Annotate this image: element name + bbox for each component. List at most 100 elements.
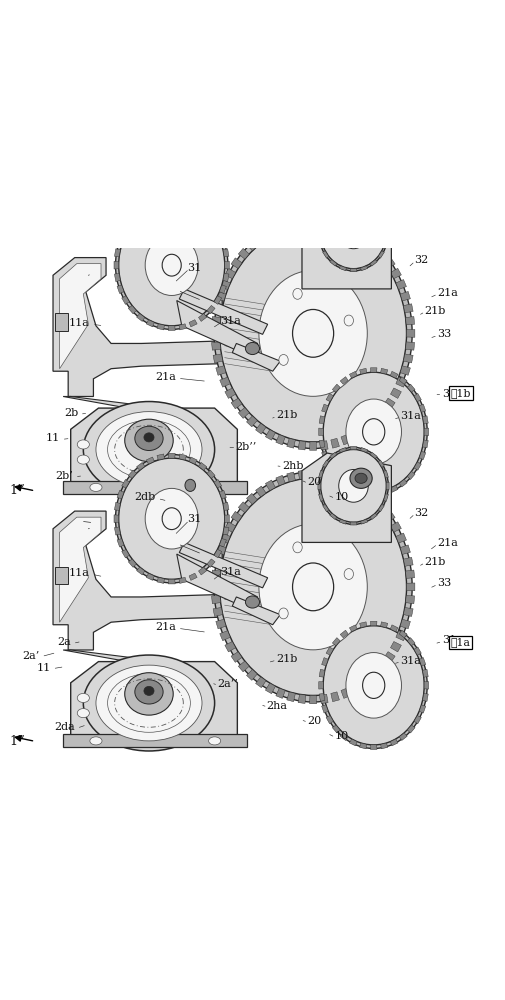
Polygon shape	[370, 621, 377, 626]
Polygon shape	[225, 261, 229, 269]
Polygon shape	[177, 554, 258, 613]
Polygon shape	[323, 251, 329, 258]
Polygon shape	[211, 583, 220, 591]
Polygon shape	[400, 619, 411, 629]
Polygon shape	[266, 683, 275, 694]
Polygon shape	[319, 470, 323, 478]
Text: 31: 31	[442, 389, 456, 399]
Polygon shape	[256, 486, 266, 497]
Polygon shape	[406, 595, 415, 604]
Polygon shape	[189, 457, 197, 464]
Polygon shape	[212, 570, 221, 578]
Polygon shape	[168, 579, 175, 584]
Polygon shape	[349, 371, 357, 378]
Polygon shape	[384, 258, 395, 269]
Polygon shape	[390, 641, 401, 652]
Polygon shape	[223, 502, 229, 510]
Polygon shape	[223, 249, 229, 257]
Polygon shape	[207, 305, 215, 314]
Polygon shape	[256, 677, 266, 688]
Polygon shape	[189, 320, 197, 327]
Polygon shape	[386, 229, 389, 236]
Polygon shape	[179, 542, 268, 588]
Polygon shape	[360, 486, 371, 497]
Polygon shape	[256, 423, 266, 434]
Polygon shape	[122, 479, 129, 488]
Polygon shape	[378, 206, 384, 214]
Polygon shape	[326, 393, 333, 402]
Ellipse shape	[339, 469, 368, 502]
Polygon shape	[339, 194, 346, 199]
Text: 21a: 21a	[437, 538, 458, 548]
Polygon shape	[63, 650, 179, 664]
Polygon shape	[298, 217, 306, 226]
Polygon shape	[339, 266, 346, 271]
Polygon shape	[360, 677, 371, 688]
Polygon shape	[390, 485, 398, 492]
Polygon shape	[390, 371, 398, 378]
Ellipse shape	[185, 479, 195, 491]
Polygon shape	[168, 200, 175, 205]
Polygon shape	[381, 489, 388, 495]
Ellipse shape	[293, 288, 302, 299]
Polygon shape	[396, 280, 407, 290]
Polygon shape	[323, 206, 329, 214]
Text: 21b: 21b	[277, 410, 298, 420]
Text: 11: 11	[36, 663, 51, 673]
Text: 1’’: 1’’	[10, 484, 25, 497]
Polygon shape	[369, 669, 380, 680]
Polygon shape	[407, 583, 415, 591]
Polygon shape	[179, 454, 186, 460]
Polygon shape	[384, 470, 388, 478]
Polygon shape	[370, 368, 377, 372]
Polygon shape	[136, 567, 145, 575]
Polygon shape	[115, 502, 120, 510]
Polygon shape	[377, 661, 388, 672]
Polygon shape	[326, 462, 333, 470]
Polygon shape	[339, 519, 346, 524]
Polygon shape	[400, 291, 411, 301]
Polygon shape	[351, 480, 361, 491]
Text: 2a: 2a	[57, 637, 71, 647]
Polygon shape	[136, 313, 145, 321]
Polygon shape	[406, 342, 415, 350]
Polygon shape	[71, 408, 237, 482]
Ellipse shape	[77, 455, 89, 464]
Polygon shape	[225, 268, 236, 279]
Polygon shape	[332, 725, 340, 733]
Polygon shape	[424, 682, 429, 689]
Ellipse shape	[135, 426, 163, 451]
Polygon shape	[310, 442, 317, 450]
Polygon shape	[168, 326, 175, 330]
Ellipse shape	[350, 468, 372, 488]
Polygon shape	[214, 226, 222, 235]
Text: 21b: 21b	[277, 654, 298, 664]
Ellipse shape	[323, 626, 424, 745]
Polygon shape	[117, 490, 124, 499]
Polygon shape	[179, 324, 186, 330]
Text: 2b’’: 2b’’	[235, 442, 256, 452]
Polygon shape	[212, 342, 221, 350]
Polygon shape	[403, 304, 413, 313]
Polygon shape	[213, 607, 223, 616]
Polygon shape	[340, 630, 348, 638]
Polygon shape	[117, 539, 124, 547]
Polygon shape	[419, 404, 426, 412]
Polygon shape	[213, 354, 223, 363]
Ellipse shape	[144, 686, 154, 695]
Polygon shape	[384, 217, 388, 224]
Polygon shape	[384, 494, 388, 501]
Polygon shape	[414, 715, 421, 724]
Polygon shape	[276, 688, 285, 698]
Polygon shape	[117, 237, 124, 245]
Text: 11: 11	[45, 433, 60, 443]
Polygon shape	[189, 573, 197, 580]
Polygon shape	[53, 511, 222, 650]
Polygon shape	[360, 489, 367, 495]
Ellipse shape	[145, 488, 198, 549]
Polygon shape	[216, 545, 226, 554]
Polygon shape	[399, 630, 407, 638]
Polygon shape	[323, 504, 329, 512]
Polygon shape	[407, 384, 415, 392]
Polygon shape	[157, 200, 165, 207]
